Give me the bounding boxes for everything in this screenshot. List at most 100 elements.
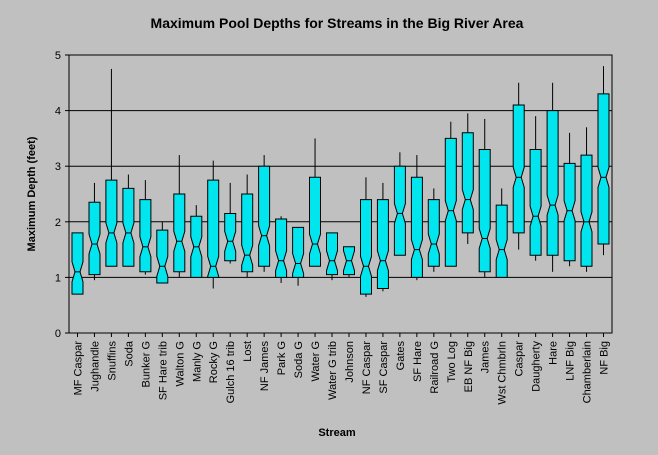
- y-tick-label: 3: [55, 161, 61, 173]
- y-axis: 0 1 2 3 4 5: [55, 50, 69, 340]
- box-body: [580, 154, 593, 267]
- box-12: [275, 216, 288, 283]
- x-tick-label: Walton G: [174, 341, 186, 386]
- box-11: [258, 155, 271, 272]
- box-body: [461, 132, 474, 234]
- x-tick-label: Soda G: [293, 341, 305, 378]
- x-axis: MF Caspar Jughandle Snuffins Soda Bunker G SF…: [72, 333, 611, 405]
- x-axis-label: Stream: [318, 427, 356, 439]
- box-14: [309, 138, 321, 267]
- x-tick-label: Two Log: [446, 341, 458, 383]
- box-31: [597, 66, 610, 256]
- box-28: [546, 82, 559, 272]
- box-4: [139, 180, 152, 275]
- plot-area: [68, 54, 613, 334]
- box-8: [207, 160, 220, 289]
- x-tick-label: LNF Big: [565, 341, 577, 381]
- box-body: [156, 229, 169, 284]
- box-body: [478, 149, 491, 273]
- box-body: [173, 193, 186, 273]
- box-9: [224, 182, 237, 264]
- box-29: [563, 132, 576, 267]
- box-body: [529, 149, 542, 256]
- x-tick-label: Bunker G: [140, 341, 152, 387]
- box-15: [326, 232, 338, 281]
- x-tick-label: Water G trib: [327, 341, 339, 400]
- box-1: [88, 182, 101, 281]
- x-tick-label: NF James: [259, 341, 271, 392]
- x-tick-label: Hare: [548, 341, 560, 365]
- box-body: [376, 199, 389, 289]
- box-body: [275, 218, 288, 278]
- box-body: [360, 199, 372, 295]
- box-18: [376, 182, 389, 292]
- box-body: [597, 93, 610, 245]
- box-body: [309, 176, 321, 267]
- box-body: [427, 199, 440, 267]
- box-13: [292, 226, 305, 286]
- box-7: [190, 205, 203, 278]
- x-tick-label: Johnson: [344, 341, 356, 383]
- plot-frame: [68, 54, 613, 334]
- x-tick-label: EB NF Big: [463, 341, 475, 392]
- x-tick-label: Snuffins: [106, 341, 118, 381]
- y-axis-label: Maximum Depth (feet): [26, 136, 38, 251]
- box-23: [461, 113, 474, 245]
- x-tick-label: Caspar: [514, 341, 526, 377]
- box-body: [207, 179, 220, 278]
- box-24: [478, 118, 491, 278]
- box-body: [258, 165, 271, 267]
- box-22: [444, 121, 457, 267]
- box-body: [495, 204, 508, 278]
- box-body: [563, 162, 576, 262]
- x-tick-label: James: [480, 341, 492, 374]
- box-10: [241, 174, 254, 278]
- boxes: [71, 66, 610, 297]
- box-body: [224, 213, 237, 262]
- box-27: [529, 116, 542, 261]
- x-tick-label: SF Hare: [412, 341, 424, 382]
- x-tick-label: NF Big: [599, 341, 611, 375]
- box-body: [546, 110, 559, 256]
- box-body: [512, 104, 525, 234]
- y-tick-label: 0: [55, 328, 61, 340]
- box-6: [173, 155, 186, 278]
- x-tick-label: SF Hare trib: [157, 341, 169, 400]
- x-tick-label: Lost: [242, 341, 254, 362]
- x-tick-label: Railroad G: [429, 341, 441, 394]
- y-tick-label: 4: [55, 106, 61, 118]
- y-tick-label: 1: [55, 272, 61, 284]
- box-21: [427, 188, 440, 272]
- chart-title: Maximum Pool Depths for Streams in the B…: [151, 15, 524, 31]
- x-tick-label: Gates: [395, 341, 407, 371]
- x-tick-label: Gulch 16 trib: [225, 341, 237, 403]
- box-body: [88, 201, 101, 276]
- box-body: [122, 187, 135, 267]
- box-body: [292, 226, 305, 278]
- box-body: [410, 176, 423, 278]
- box-17: [360, 177, 372, 297]
- x-tick-label: Daugherty: [531, 341, 543, 392]
- box-2: [105, 68, 118, 267]
- x-tick-label: Soda: [123, 340, 135, 367]
- box-25: [495, 188, 508, 278]
- x-tick-label: Manly G: [191, 341, 203, 382]
- box-26: [512, 82, 525, 250]
- box-0: [71, 232, 84, 295]
- box-body: [444, 137, 457, 267]
- y-tick-label: 2: [55, 217, 61, 229]
- box-3: [122, 174, 135, 267]
- x-tick-label: Jughandle: [89, 341, 101, 392]
- box-19: [393, 152, 406, 256]
- x-tick-label: Rocky G: [208, 341, 220, 383]
- box-body: [326, 232, 338, 276]
- box-20: [410, 155, 423, 281]
- x-tick-label: Wst Chmbrln: [497, 341, 509, 405]
- x-tick-label: MF Caspar: [72, 341, 84, 396]
- box-body: [71, 232, 84, 295]
- x-tick-label: SF Caspar: [378, 341, 390, 394]
- x-tick-label: NF Caspar: [361, 341, 373, 395]
- box-16: [343, 246, 355, 278]
- box-body: [241, 193, 254, 273]
